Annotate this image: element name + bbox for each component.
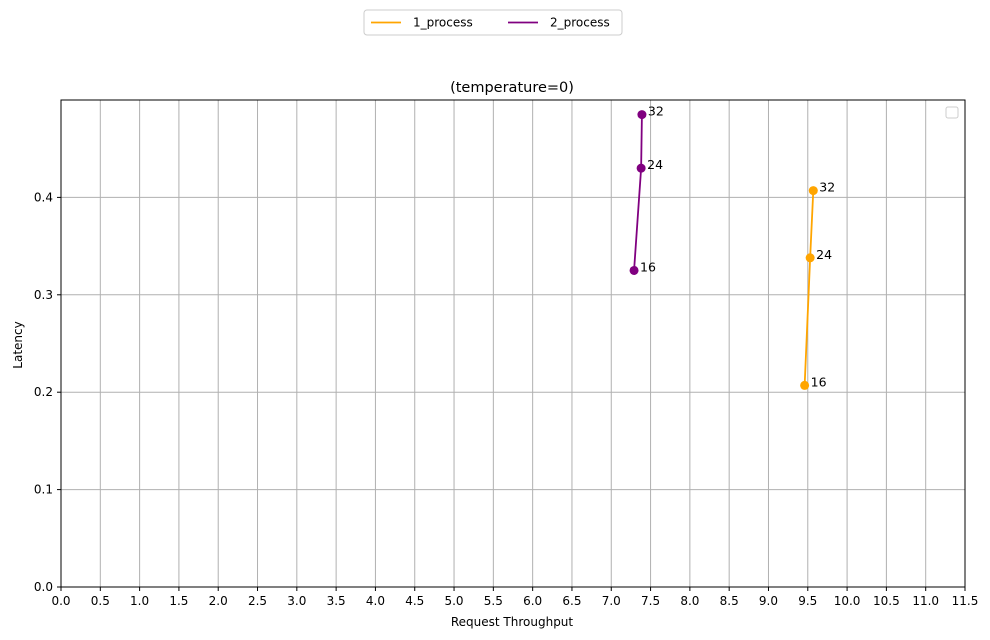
data-point: [629, 265, 639, 275]
x-tick-label: 5.0: [444, 594, 463, 608]
x-tick-label: 1.0: [130, 594, 149, 608]
x-tick-label: 11.0: [912, 594, 939, 608]
plot-frame: [60, 99, 966, 588]
point-label: 16: [640, 259, 656, 274]
data-point: [800, 380, 810, 390]
series-line-1_process: [803, 190, 815, 386]
point-label: 32: [819, 180, 835, 195]
x-tick-label: 3.5: [327, 594, 346, 608]
x-tick-label: 11.5: [952, 594, 979, 608]
y-tick-label: 0.4: [34, 190, 53, 204]
x-tick-label: 0.0: [51, 594, 70, 608]
grid-layer: [60, 100, 966, 588]
x-tick-label: 8.0: [680, 594, 699, 608]
x-tick-label: 5.5: [484, 594, 503, 608]
x-tick-label: 9.0: [759, 594, 778, 608]
legend-box: [363, 9, 623, 36]
x-tick-label: 10.0: [834, 594, 861, 608]
x-tick-label: 2.0: [209, 594, 228, 608]
axes-layer: 0.0 0.5 1.0 1.5 2.0 2.5 3.0 3.5 4.0 4.5 5.0 5.5 6.0 6…: [34, 99, 979, 608]
point-label: 16: [811, 374, 827, 389]
y-axis-title: Latency: [11, 321, 25, 368]
data-point: [805, 253, 815, 263]
y-tick-label: 0.0: [34, 580, 53, 594]
x-tick-label: 10.5: [873, 594, 900, 608]
x-tick-label: 3.0: [287, 594, 306, 608]
x-tick-label: 6.5: [562, 594, 581, 608]
x-tick-label: 9.5: [798, 594, 817, 608]
labels-layer: 16 24 32 16 24 32: [640, 104, 835, 390]
data-point: [637, 110, 647, 120]
inner-legend-box: [945, 106, 959, 119]
point-label: 32: [648, 104, 664, 119]
x-tick-label: 8.5: [720, 594, 739, 608]
legend-label-1_process: 1_process: [413, 16, 473, 30]
x-tick-label: 2.5: [248, 594, 267, 608]
x-tick-label: 1.5: [169, 594, 188, 608]
legend: 1_process 2_process: [363, 9, 623, 36]
series-layer: [629, 110, 818, 390]
x-tick-label: 7.0: [602, 594, 621, 608]
x-axis-title: Request Throughput: [451, 615, 574, 629]
x-tick-label: 4.0: [366, 594, 385, 608]
chart-title: (temperature=0): [450, 80, 574, 96]
data-point: [808, 186, 818, 196]
series-line-2_process: [633, 114, 643, 271]
legend-label-2_process: 2_process: [550, 16, 610, 30]
y-tick-label: 0.1: [34, 483, 53, 497]
point-label: 24: [647, 157, 663, 172]
data-point: [636, 163, 646, 173]
point-label: 24: [816, 247, 832, 262]
x-tick-label: 7.5: [641, 594, 660, 608]
x-tick-label: 6.0: [523, 594, 542, 608]
y-tick-label: 0.2: [34, 385, 53, 399]
x-tick-label: 0.5: [91, 594, 110, 608]
x-tick-label: 4.5: [405, 594, 424, 608]
y-tick-label: 0.3: [34, 288, 53, 302]
